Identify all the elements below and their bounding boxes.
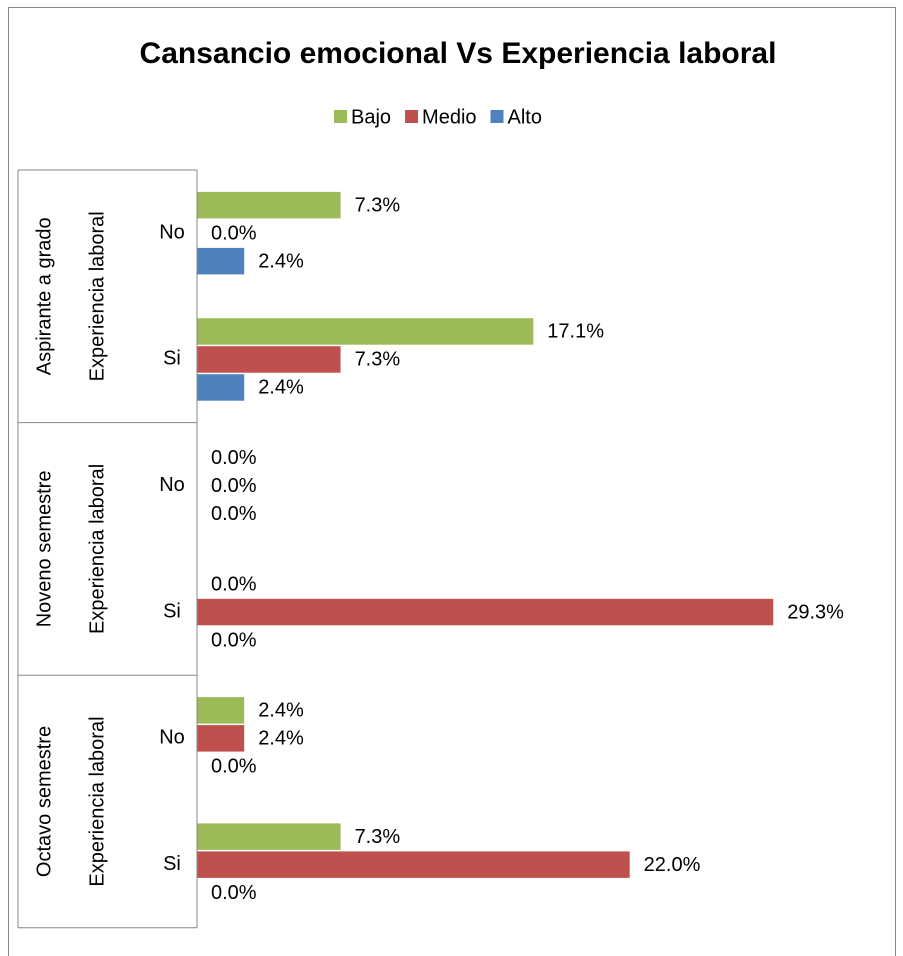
group-label: Noveno semestre [33, 471, 55, 628]
bar [197, 725, 245, 752]
value-label: 0.0% [211, 447, 257, 469]
value-label: 0.0% [211, 503, 257, 525]
value-label: 0.0% [211, 882, 257, 904]
subgroup-label: Experiencia laboral [86, 716, 108, 886]
bar [197, 247, 245, 275]
value-label: 7.3% [355, 194, 401, 216]
bar [197, 318, 534, 345]
bar [197, 851, 630, 878]
value-label: 2.4% [258, 728, 304, 750]
bar [197, 374, 245, 401]
chart-border [8, 7, 896, 956]
chart-title: Cansancio emocional Vs Experiencia labor… [140, 37, 777, 70]
subgroup-label: Experiencia laboral [86, 211, 108, 381]
bar [197, 598, 774, 626]
value-label: 0.0% [211, 756, 257, 778]
value-label: 0.0% [211, 475, 257, 497]
bar [197, 346, 341, 373]
category-label: Si [163, 348, 181, 370]
value-label: 0.0% [211, 573, 257, 595]
bar [197, 823, 341, 850]
value-label: 29.3% [787, 601, 844, 623]
legend-swatch [490, 110, 504, 123]
legend-label: Bajo [351, 106, 391, 128]
value-label: 7.3% [355, 826, 401, 848]
legend-swatch [405, 110, 419, 123]
value-label: 22.0% [644, 854, 701, 876]
value-label: 17.1% [547, 321, 604, 343]
value-label: 0.0% [211, 222, 257, 244]
category-label: No [159, 727, 185, 749]
bar [197, 697, 245, 724]
value-label: 0.0% [211, 629, 257, 651]
group-label: Aspirante a grado [33, 217, 55, 375]
group-label: Octavo semestre [33, 726, 55, 877]
legend-swatch [334, 110, 347, 123]
value-label: 2.4% [258, 250, 304, 272]
legend-label: Alto [508, 106, 542, 128]
value-label: 7.3% [355, 349, 401, 371]
value-label: 2.4% [258, 377, 304, 399]
category-label: Si [163, 853, 181, 875]
legend-label: Medio [422, 106, 476, 128]
bar [197, 191, 341, 219]
category-label: No [159, 474, 185, 496]
value-label: 2.4% [258, 700, 304, 722]
subgroup-label: Experiencia laboral [86, 464, 108, 634]
category-label: Si [163, 600, 181, 622]
category-label: No [159, 221, 185, 243]
